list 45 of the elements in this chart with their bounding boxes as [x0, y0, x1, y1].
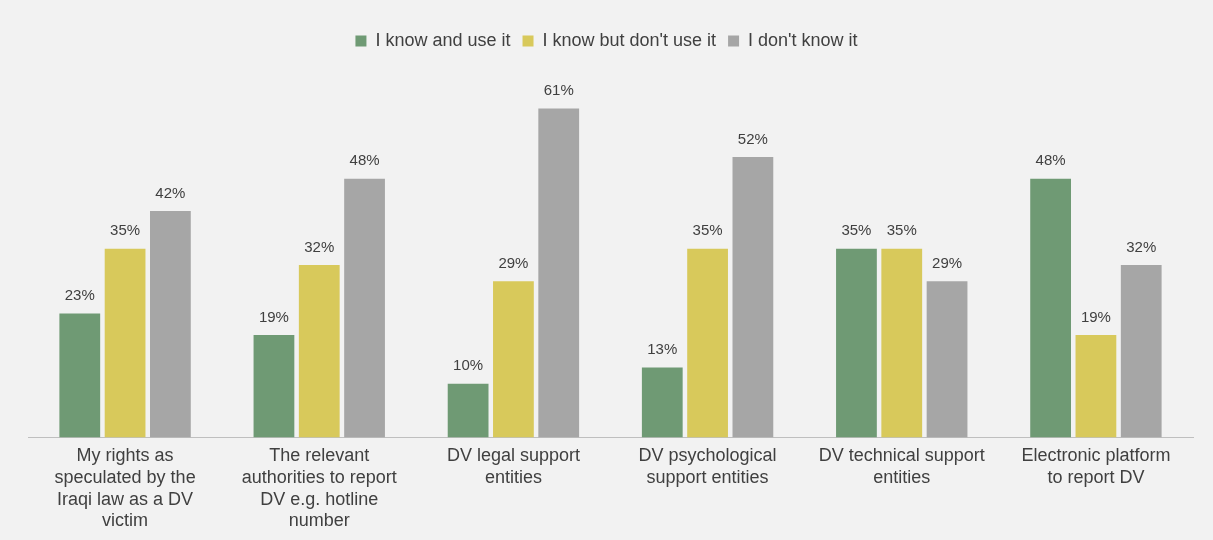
- legend-label: I know and use it: [375, 29, 511, 50]
- bar: [881, 248, 923, 438]
- data-label: 19%: [1080, 307, 1111, 325]
- x-tick-label: DV psychological support entities: [638, 445, 777, 487]
- data-label: 23%: [64, 286, 95, 304]
- bar: [344, 178, 385, 438]
- bar: [926, 281, 968, 438]
- data-label: 35%: [841, 221, 872, 239]
- bar: [493, 281, 534, 438]
- data-label: 48%: [349, 151, 380, 169]
- x-tick-label: My rights as speculated by the Iraqi law as a DV victim: [54, 445, 196, 531]
- data-label: 29%: [932, 253, 963, 271]
- bar: [1030, 178, 1071, 438]
- data-label: 42%: [155, 183, 186, 201]
- bar: [732, 157, 774, 438]
- data-label: 19%: [258, 307, 289, 325]
- bar: [1075, 335, 1117, 438]
- data-label: 32%: [1126, 237, 1157, 255]
- data-label: 10%: [453, 356, 484, 374]
- bar: [687, 248, 728, 438]
- data-label: 35%: [886, 221, 917, 239]
- data-label: 52%: [737, 129, 768, 147]
- bar: [641, 367, 683, 438]
- bar: [253, 335, 295, 438]
- bar: [298, 264, 340, 438]
- legend-label: I know but don't use it: [542, 29, 717, 50]
- bar: [538, 108, 580, 438]
- data-label: 13%: [647, 340, 678, 358]
- bar: [59, 313, 101, 438]
- data-label: 35%: [692, 221, 723, 239]
- x-tick-label: The relevant authorities to report DV e.g. hotline number: [241, 445, 397, 531]
- data-label: 32%: [304, 237, 335, 255]
- data-label: 61%: [543, 81, 574, 99]
- bar: [447, 383, 489, 438]
- x-tick-label: DV legal support entities: [446, 445, 580, 487]
- data-label: 29%: [498, 253, 529, 271]
- data-label: 35%: [110, 221, 141, 239]
- x-tick-label: DV technical support entities: [818, 445, 985, 487]
- legend-label: I don't know it: [748, 29, 858, 50]
- bar: [104, 248, 146, 438]
- x-tick-label: Electronic platform to report DV: [1021, 445, 1171, 487]
- bar: [836, 248, 877, 438]
- bar: [150, 211, 191, 438]
- bar: [1120, 264, 1162, 438]
- data-label: 48%: [1035, 151, 1066, 169]
